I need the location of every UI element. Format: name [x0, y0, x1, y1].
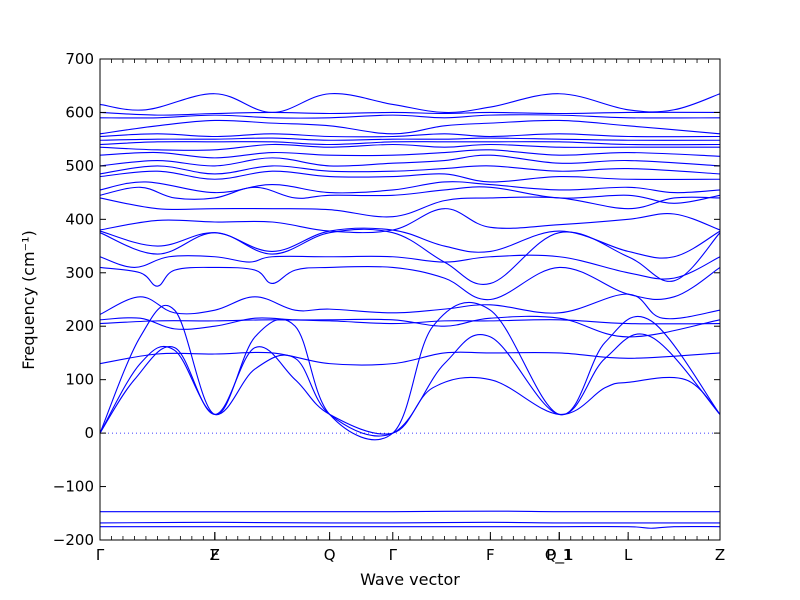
band-line-22	[99, 137, 721, 141]
band-line-11	[99, 227, 721, 259]
plot-area	[100, 59, 720, 540]
y-tick-label: −100	[53, 478, 94, 496]
x-tick-label: Q_1	[545, 546, 574, 565]
x-tick-label: L	[624, 546, 633, 564]
band-line-13	[99, 196, 721, 218]
band-line-6	[99, 293, 721, 320]
x-tick-label: Z	[715, 546, 725, 564]
band-line-8	[99, 265, 721, 301]
band-series-group	[99, 93, 721, 529]
band-line-24	[99, 119, 721, 135]
band-line-28	[100, 510, 720, 513]
x-axis-label: Wave vector	[360, 570, 460, 589]
y-tick-label: 700	[65, 50, 94, 68]
y-axis-label: Frequency (cm⁻¹)	[19, 230, 38, 369]
y-tick-label: 500	[65, 157, 94, 175]
y-tick-label: 300	[65, 264, 94, 282]
y-tick-label: 0	[84, 424, 94, 442]
band-line-17	[99, 165, 721, 175]
band-line-18	[99, 154, 721, 167]
band-line-27	[99, 93, 721, 114]
y-tick-label: 400	[65, 210, 94, 228]
band-line-7	[99, 319, 721, 325]
x-tick-label: F	[210, 546, 219, 564]
band-line-15	[99, 181, 721, 194]
x-tick-label: Γ	[389, 546, 398, 564]
band-line-29	[99, 521, 720, 524]
band-line-19	[99, 149, 721, 159]
x-axis-ticks: Γ ZF Q Γ F P_1Q_1 L Z	[96, 59, 725, 565]
x-tick-label: Z	[210, 546, 220, 564]
y-axis-ticks: −200 −100 0 100 200 300 400 500 600 700	[53, 50, 720, 549]
band-line-9	[99, 254, 721, 280]
x-tick-label: P_1	[546, 546, 572, 565]
x-tick-label: F	[486, 546, 495, 564]
band-line-23	[99, 133, 721, 138]
y-tick-label: −200	[53, 531, 94, 549]
y-tick-label: 100	[65, 371, 94, 389]
x-tick-label: Q	[324, 546, 336, 564]
band-line-12	[99, 208, 721, 234]
y-tick-label: 200	[65, 317, 94, 335]
band-line-26	[99, 111, 721, 116]
band-line-4	[99, 351, 721, 366]
band-line-21	[99, 141, 721, 146]
plot-background	[100, 59, 720, 540]
x-tick-label: Γ	[96, 546, 105, 564]
band-line-14	[99, 186, 721, 204]
band-line-3	[99, 301, 721, 441]
band-line-2	[99, 333, 721, 437]
band-line-25	[99, 114, 721, 119]
band-line-16	[99, 170, 721, 183]
y-tick-label: 600	[65, 103, 94, 121]
band-line-30	[99, 525, 721, 529]
band-line-20	[99, 143, 720, 151]
